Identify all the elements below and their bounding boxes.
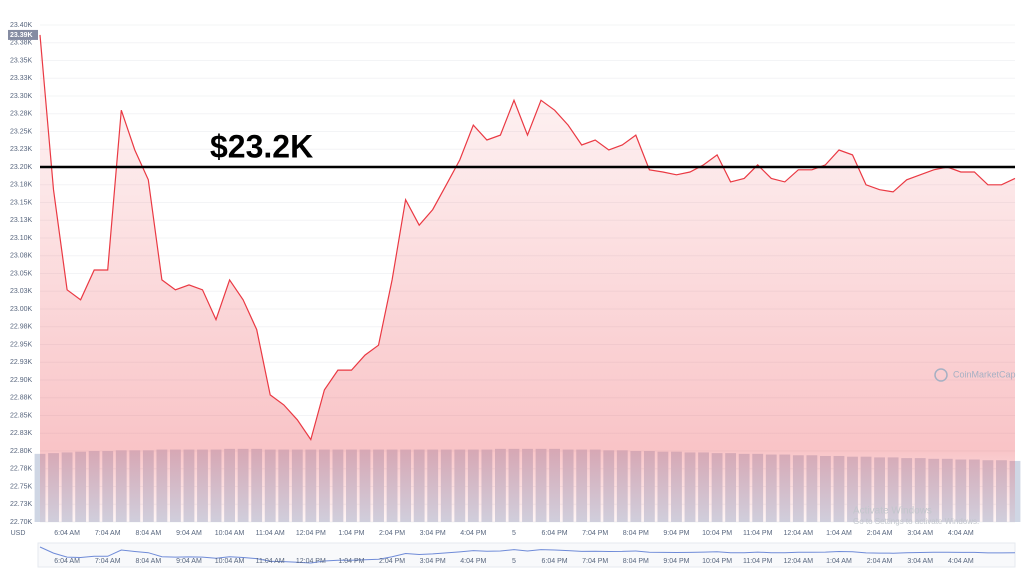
navigator-tick-label: 10:04 AM xyxy=(215,558,245,565)
y-tick-label: 23.03K xyxy=(10,288,33,295)
navigator-tick-label: 1:04 PM xyxy=(338,558,364,565)
navigator-tick-label: 4:04 AM xyxy=(948,558,974,565)
navigator-tick-label: 4:04 PM xyxy=(460,558,486,565)
navigator-line xyxy=(39,546,1016,564)
price-marker: 23.39K xyxy=(10,32,33,39)
x-tick-label: 5 xyxy=(512,530,516,537)
navigator-tick-label: 6:04 AM xyxy=(54,558,80,565)
x-tick-label: 9:04 AM xyxy=(176,530,202,537)
y-tick-label: 22.75K xyxy=(10,483,33,490)
x-tick-label: 7:04 AM xyxy=(95,530,121,537)
price-marker-box xyxy=(8,29,38,40)
y-tick-label: 23.38K xyxy=(10,40,33,47)
navigator-tick-label: 1:04 AM xyxy=(826,558,852,565)
x-tick-label: 10:04 AM xyxy=(215,530,245,537)
navigator xyxy=(37,542,1016,568)
navigator-tick-label: 3:04 AM xyxy=(907,558,933,565)
navigator-tick-label: 2:04 AM xyxy=(867,558,893,565)
x-tick-label: 6:04 PM xyxy=(542,530,568,537)
y-tick-label: 23.33K xyxy=(10,75,33,82)
y-tick-label: 22.73K xyxy=(10,501,33,508)
y-tick-label: 22.90K xyxy=(10,377,33,384)
x-tick-label: 3:04 PM xyxy=(420,530,446,537)
navigator-tick-label: 7:04 PM xyxy=(582,558,608,565)
navigator-tick-label: 2:04 PM xyxy=(379,558,405,565)
y-tick-label: 23.20K xyxy=(10,164,33,171)
y-tick-label: 22.88K xyxy=(10,395,33,402)
overlay-title: Activate Windows xyxy=(853,506,932,517)
navigator-tick-label: 12:04 AM xyxy=(784,558,814,565)
y-tick-label: 23.40K xyxy=(10,22,33,29)
y-tick-label: 23.23K xyxy=(10,146,33,153)
navigator-tick-label: 9:04 PM xyxy=(663,558,689,565)
x-tick-label: 9:04 PM xyxy=(663,530,689,537)
y-tick-label: 22.98K xyxy=(10,324,33,331)
y-tick-label: 23.35K xyxy=(10,57,33,64)
x-tick-label: 2:04 PM xyxy=(379,530,405,537)
y-tick-label: 22.78K xyxy=(10,466,33,473)
y-tick-label: 23.13K xyxy=(10,217,33,224)
x-tick-label: 8:04 AM xyxy=(135,530,161,537)
navigator-tick-label: 10:04 PM xyxy=(702,558,732,565)
y-tick-label: 23.05K xyxy=(10,270,33,277)
navigator-tick-label: 7:04 AM xyxy=(95,558,121,565)
x-tick-label: 2:04 AM xyxy=(867,530,893,537)
watermark-logo xyxy=(934,368,948,382)
y-tick-label: 23.10K xyxy=(10,235,33,242)
y-tick-label: 22.80K xyxy=(10,448,33,455)
navigator-tick-label: 9:04 AM xyxy=(176,558,202,565)
x-tick-label: 12:04 AM xyxy=(784,530,814,537)
y-tick-label: 22.93K xyxy=(10,359,33,366)
x-tick-label: 1:04 AM xyxy=(826,530,852,537)
navigator-tick-label: 12:04 PM xyxy=(296,558,326,565)
navigator-tick-label: 8:04 PM xyxy=(623,558,649,565)
x-tick-label: 3:04 AM xyxy=(907,530,933,537)
x-tick-label: 11:04 PM xyxy=(743,530,773,537)
price-area xyxy=(40,34,1015,523)
reference-label: $23.2K xyxy=(210,128,313,164)
y-tick-label: 23.08K xyxy=(10,253,33,260)
x-tick-label: 1:04 PM xyxy=(338,530,364,537)
y-tick-label: 22.95K xyxy=(10,341,33,348)
axis-unit: USD xyxy=(11,530,26,537)
overlay-text: Go to Settings to activate Windows. xyxy=(853,517,979,526)
x-tick-label: 8:04 PM xyxy=(623,530,649,537)
x-tick-label: 11:04 AM xyxy=(256,530,285,537)
y-tick-label: 23.28K xyxy=(10,111,33,118)
y-tick-label: 22.83K xyxy=(10,430,33,437)
navigator-tick-label: 11:04 PM xyxy=(743,558,773,565)
x-tick-label: 7:04 PM xyxy=(582,530,608,537)
navigator-tick-label: 5 xyxy=(512,558,516,565)
navigator-tick-label: 8:04 AM xyxy=(135,558,161,565)
navigator-tick-label: 3:04 PM xyxy=(420,558,446,565)
x-tick-label: 12:04 PM xyxy=(296,530,326,537)
y-tick-label: 23.00K xyxy=(10,306,33,313)
watermark: CoinMarketCap xyxy=(953,369,1016,379)
x-tick-label: 10:04 PM xyxy=(702,530,732,537)
y-tick-label: 23.30K xyxy=(10,93,33,100)
x-tick-label: 4:04 AM xyxy=(948,530,974,537)
x-tick-label: 6:04 AM xyxy=(54,530,80,537)
navigator-tick-label: 11:04 AM xyxy=(256,558,285,565)
y-tick-label: 23.15K xyxy=(10,199,33,206)
price-line xyxy=(39,34,1016,442)
x-tick-label: 4:04 PM xyxy=(460,530,486,537)
y-tick-label: 23.18K xyxy=(10,182,33,189)
y-tick-label: 23.25K xyxy=(10,128,33,135)
y-tick-label: 22.70K xyxy=(10,519,33,526)
y-tick-label: 22.85K xyxy=(10,412,33,419)
navigator-tick-label: 6:04 PM xyxy=(542,558,568,565)
